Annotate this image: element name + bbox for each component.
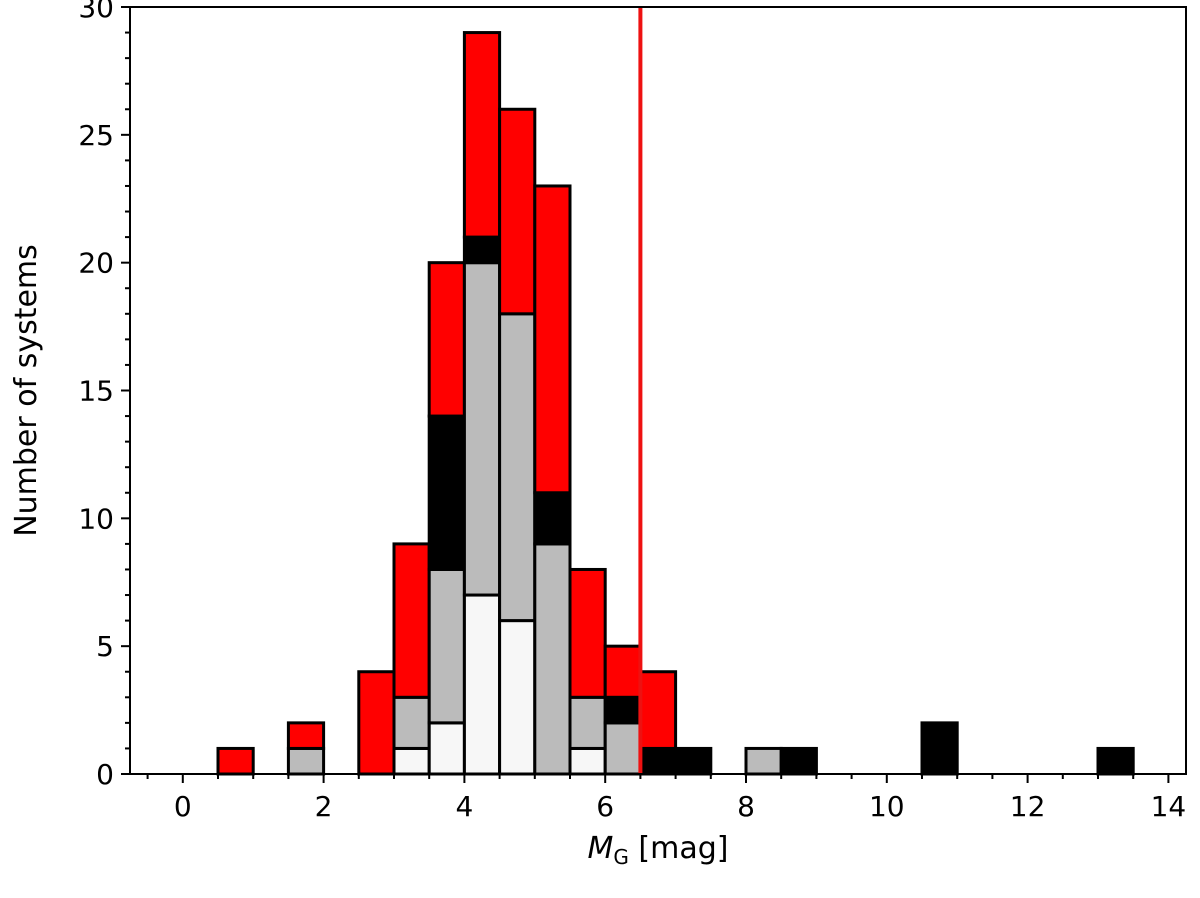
bar-segment-7-1 <box>533 491 572 546</box>
y-tick-label: 0 <box>96 758 114 791</box>
y-tick-label: 30 <box>78 0 114 24</box>
bar-segment-2-0 <box>357 670 396 776</box>
bar-segment-6-2 <box>498 107 537 316</box>
bar-segment-12-0 <box>744 746 783 776</box>
bar-segment-14-0 <box>920 721 959 776</box>
x-axis-label-unit: [mag] <box>629 831 729 866</box>
bar-segment-3-1 <box>392 695 431 750</box>
bar-segment-9-0 <box>603 721 642 776</box>
bar-segment-3-2 <box>392 542 431 699</box>
y-tick-label: 15 <box>78 375 114 408</box>
bar-segment-5-3 <box>462 31 502 239</box>
x-axis-label-main: M <box>588 831 614 866</box>
bar-segment-10-0 <box>638 746 678 776</box>
bar-segment-6-1 <box>498 312 537 623</box>
bar-segment-8-2 <box>568 567 607 699</box>
x-tick-label: 12 <box>1010 790 1046 823</box>
bar-segment-7-2 <box>533 184 572 495</box>
bar-segment-4-1 <box>427 567 466 725</box>
y-tick-label: 25 <box>78 119 114 152</box>
x-tick-label: 2 <box>315 790 333 823</box>
bar-segment-15-0 <box>1096 746 1135 776</box>
bar-segment-4-3 <box>427 261 466 418</box>
x-axis-label-sub: G <box>613 845 629 869</box>
x-axis-label: MG [mag] <box>588 831 729 869</box>
bars-group <box>216 31 1135 776</box>
y-axis-label: Number of systems <box>9 244 44 537</box>
y-axis-ticks: 0 5 10 15 20 25 30 <box>78 0 130 791</box>
bar-segment-8-0 <box>568 746 607 776</box>
x-tick-label: 4 <box>455 790 473 823</box>
y-tick-label: 10 <box>78 502 114 535</box>
bar-segment-7-0 <box>533 542 572 776</box>
bar-segment-8-1 <box>568 695 607 750</box>
bar-segment-1-0 <box>286 746 326 776</box>
bar-segment-4-0 <box>427 721 466 776</box>
bar-segment-6-0 <box>498 619 537 776</box>
bar-segment-9-2 <box>603 644 642 699</box>
x-tick-label: 6 <box>596 790 614 823</box>
bar-segment-10-1 <box>638 670 678 750</box>
x-tick-label: 10 <box>869 790 905 823</box>
bar-segment-0-0 <box>216 746 255 776</box>
bar-segment-11-0 <box>674 746 713 776</box>
x-tick-label: 0 <box>174 790 192 823</box>
x-axis-ticks: 0 2 4 6 8 10 12 14 <box>146 774 1187 823</box>
x-tick-label: 14 <box>1151 790 1187 823</box>
y-tick-label: 20 <box>78 247 114 280</box>
bar-segment-5-2 <box>462 235 502 265</box>
bar-segment-9-1 <box>603 695 642 725</box>
x-tick-label: 8 <box>737 790 755 823</box>
bar-segment-3-0 <box>392 746 431 776</box>
bar-segment-5-1 <box>462 261 502 597</box>
y-tick-label: 5 <box>96 630 114 663</box>
bar-segment-4-2 <box>427 414 466 571</box>
bar-segment-13-0 <box>779 746 818 776</box>
plot-frame <box>129 6 1187 775</box>
bar-segment-1-1 <box>286 721 326 750</box>
bar-segment-5-0 <box>462 593 502 776</box>
